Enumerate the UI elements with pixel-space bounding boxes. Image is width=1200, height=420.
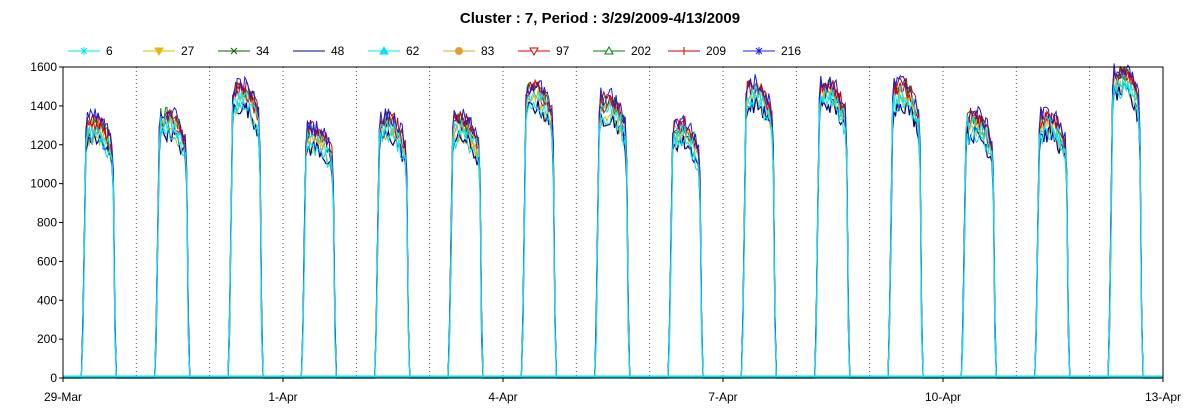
axes: 0 200 400 600 800 1000 1200 1400 1600 29-Mar 1-Apr… <box>30 60 1181 404</box>
y-tick-label: 1000 <box>30 177 57 191</box>
legend-label: 202 <box>631 44 651 58</box>
legend-label: 27 <box>181 44 195 58</box>
x-tick-label: 1-Apr <box>268 390 297 404</box>
legend-label: 209 <box>706 44 726 58</box>
chart-title: Cluster : 7, Period : 3/29/2009-4/13/200… <box>459 10 741 27</box>
x-tick-label: 7-Apr <box>708 390 737 404</box>
legend-marker <box>379 45 389 55</box>
legend-item-216: 216 <box>743 44 801 58</box>
series-97-line <box>63 66 1162 379</box>
legend-label: 216 <box>781 44 801 58</box>
x-tick-label: 4-Apr <box>488 390 517 404</box>
legend-marker <box>604 45 614 55</box>
y-tick-label: 200 <box>37 332 57 346</box>
x-tick-label: 10-Apr <box>925 390 961 404</box>
legend-marker <box>529 47 539 57</box>
legend-label: 34 <box>256 44 270 58</box>
y-tick-label: 1400 <box>30 99 57 113</box>
legend-item-6: 6 <box>68 44 113 58</box>
x-tick-label: 29-Mar <box>44 390 82 404</box>
legend-marker <box>80 47 88 55</box>
series-layer <box>63 63 1163 379</box>
y-tick-label: 400 <box>37 293 57 307</box>
legend-marker <box>230 47 238 55</box>
y-tick-label: 600 <box>37 254 57 268</box>
y-tick-label: 1200 <box>30 138 57 152</box>
legend-marker <box>154 47 164 57</box>
legend-label: 6 <box>106 44 113 58</box>
legend-marker <box>455 47 463 55</box>
legend-label: 83 <box>481 44 495 58</box>
legend-item-97: 97 <box>518 44 570 58</box>
legend-item-209: 209 <box>668 44 726 58</box>
legend-marker <box>680 47 688 55</box>
legend-label: 48 <box>331 44 345 58</box>
series-216-line <box>63 63 1162 379</box>
series-209-line <box>63 65 1162 379</box>
y-tick-label: 800 <box>37 216 57 230</box>
y-tick-label: 1600 <box>30 60 57 74</box>
legend-marker <box>755 47 763 55</box>
y-tick-label: 0 <box>50 371 57 385</box>
legend-item-83: 83 <box>443 44 495 58</box>
legend-item-62: 62 <box>368 44 420 58</box>
series-48-line <box>63 82 1162 379</box>
x-tick-label: 13-Apr <box>1145 390 1181 404</box>
legend-label: 62 <box>406 44 420 58</box>
legend: 6 27 34 48 62 83 97 202 209 216 <box>68 44 801 58</box>
series-62-line <box>63 74 1162 379</box>
legend-item-202: 202 <box>593 44 651 58</box>
legend-item-48: 48 <box>293 44 345 58</box>
legend-item-34: 34 <box>218 44 270 58</box>
series-27-line <box>63 79 1162 379</box>
legend-label: 97 <box>556 44 570 58</box>
series-6-line <box>63 81 1162 379</box>
legend-item-27: 27 <box>143 44 195 58</box>
